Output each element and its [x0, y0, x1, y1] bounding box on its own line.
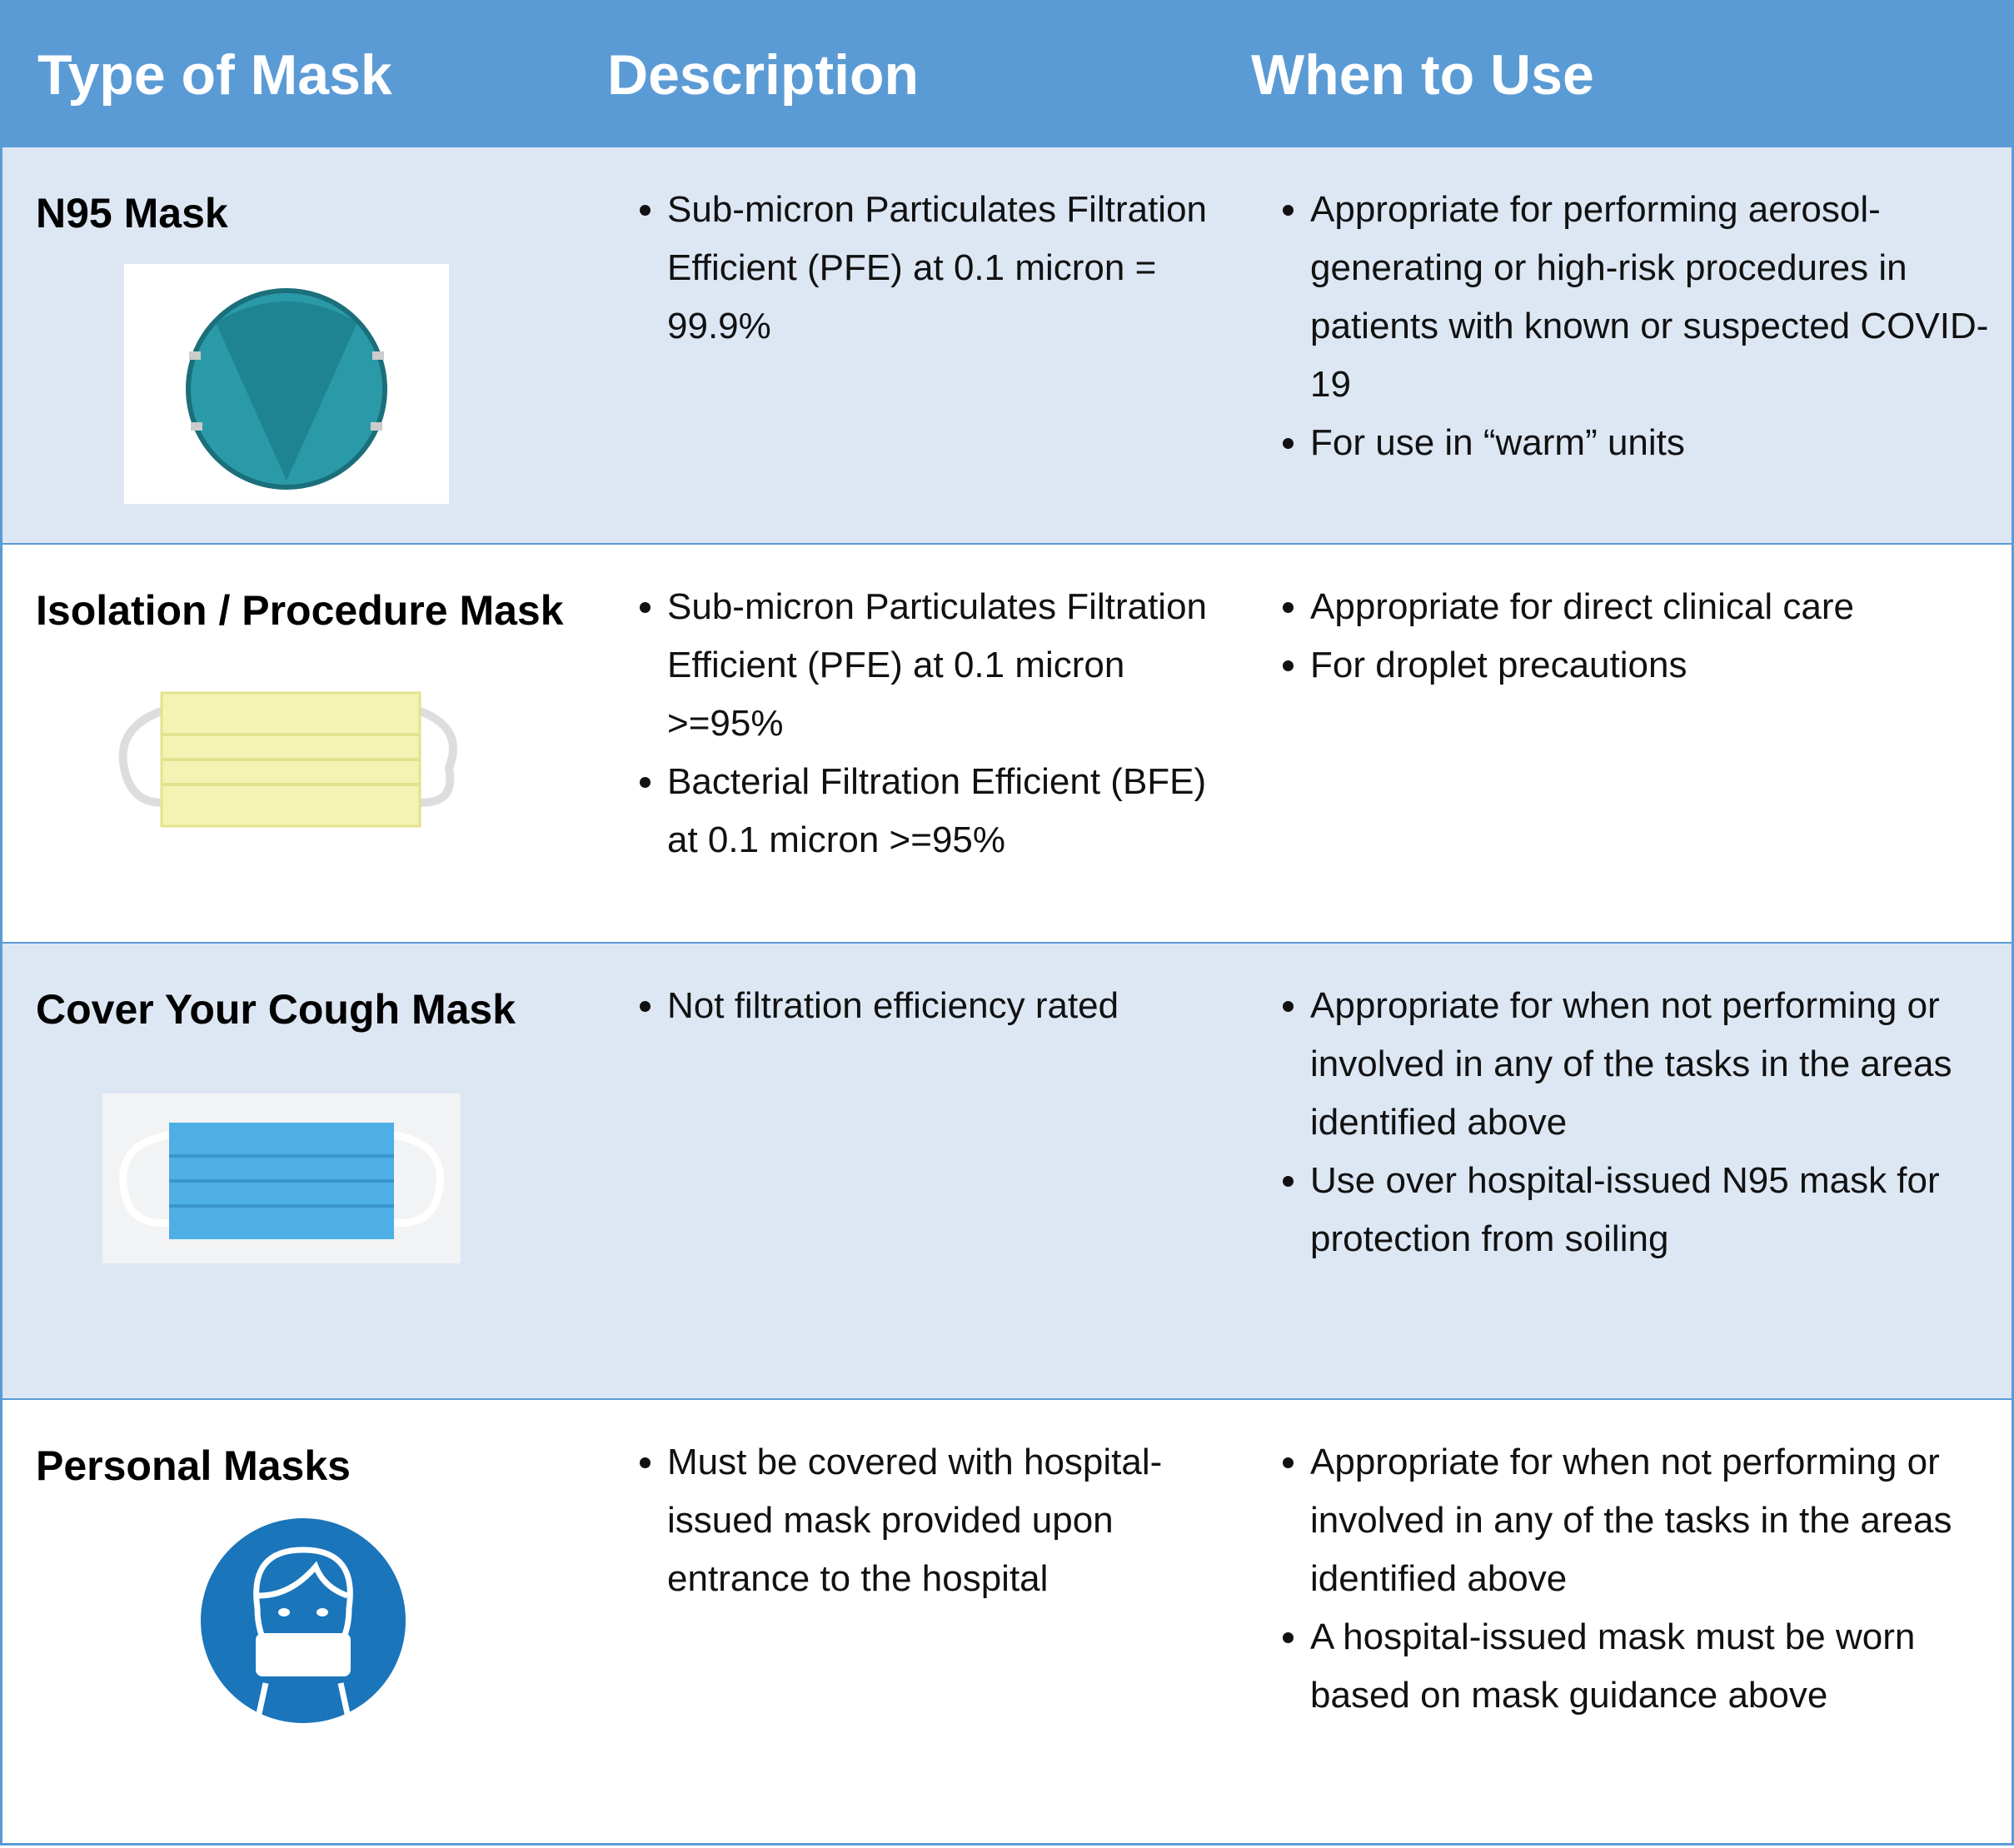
type-cell: Cover Your Cough Mask: [36, 977, 586, 1263]
procedure-mask-image: [118, 691, 457, 828]
bullet-item: Bacterial Filtration Efficient (BFE) at …: [667, 753, 1220, 869]
header-cell: Description: [607, 43, 920, 107]
mask-type: N95 Mask: [36, 190, 228, 237]
table-row: Isolation / Procedure Mask Sub-micron Pa…: [2, 545, 2012, 944]
table-row: Personal Masks Must be covered with hosp…: [2, 1400, 2012, 1848]
description-list: Must be covered with hospital-issued mas…: [604, 1433, 1220, 1608]
description-list: Sub-micron Particulates Filtration Effic…: [604, 181, 1220, 356]
mask-type: Isolation / Procedure Mask: [36, 587, 564, 634]
bullet-item: A hospital-issued mask must be worn base…: [1310, 1608, 1997, 1725]
type-cell: Isolation / Procedure Mask: [36, 578, 586, 834]
type-cell: N95 Mask: [36, 181, 586, 504]
description-list: Not filtration efficiency rated: [604, 977, 1220, 1035]
bullet-item: Appropriate for when not performing or i…: [1310, 1433, 1997, 1608]
table-row: Cover Your Cough Mask Not filtration eff…: [2, 944, 2012, 1400]
mask-type: Personal Masks: [36, 1442, 351, 1489]
header-cell: Type of Mask: [37, 43, 392, 107]
bullet-item: Not filtration efficiency rated: [667, 977, 1220, 1035]
usage-list: Appropriate for performing aerosol-gener…: [1247, 181, 1997, 472]
mask-type: Cover Your Cough Mask: [36, 986, 516, 1033]
bullet-item: For droplet precautions: [1310, 636, 1997, 695]
type-cell: Personal Masks: [36, 1433, 586, 1725]
bullet-item: Sub-micron Particulates Filtration Effic…: [667, 181, 1220, 356]
bullet-item: Use over hospital-issued N95 mask for pr…: [1310, 1152, 1997, 1268]
bullet-item: Appropriate for direct clinical care: [1310, 578, 1997, 636]
surgical-mask-image: [102, 1093, 461, 1263]
table-row: N95 Mask Sub-micron Particulates Filtrat…: [2, 147, 2012, 545]
bullet-item: Sub-micron Particulates Filtration Effic…: [667, 578, 1220, 753]
bullet-item: Appropriate for performing aerosol-gener…: [1310, 181, 1997, 414]
bullet-item: Must be covered with hospital-issued mas…: [667, 1433, 1220, 1608]
n95-image: [124, 264, 449, 504]
bullet-item: Appropriate for when not performing or i…: [1310, 977, 1997, 1152]
header-cell: When to Use: [1251, 43, 1594, 107]
personal-mask-icon: [201, 1518, 406, 1723]
header-row: Type of Mask Description When to Use: [2, 2, 2012, 147]
usage-list: Appropriate for when not performing or i…: [1247, 1433, 1997, 1725]
usage-list: Appropriate for when not performing or i…: [1247, 977, 1997, 1268]
bullet-item: For use in “warm” units: [1310, 414, 1997, 472]
description-list: Sub-micron Particulates Filtration Effic…: [604, 578, 1220, 869]
usage-list: Appropriate for direct clinical careFor …: [1247, 578, 1997, 695]
